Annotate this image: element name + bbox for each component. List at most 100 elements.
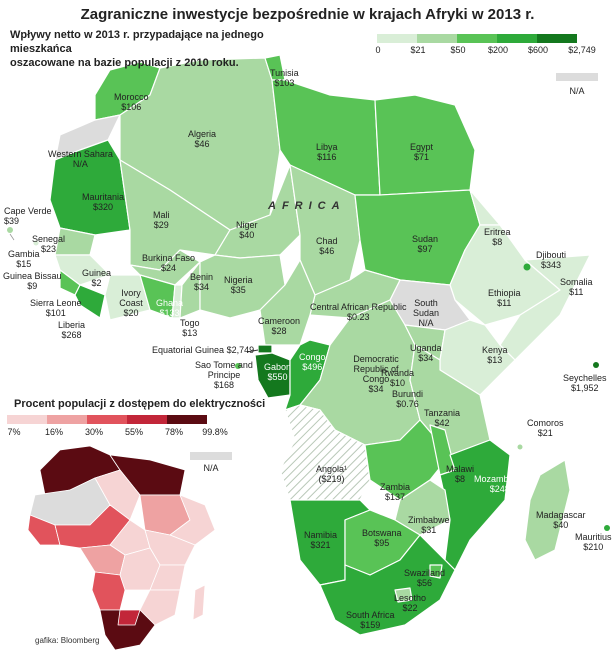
label-sudan: Sudan $97 — [412, 234, 439, 254]
label-ghana: Ghana $133 — [156, 298, 184, 318]
map-subtitle: Wpływy netto w 2013 r. przypadające na j… — [10, 28, 310, 70]
label-liberia: Liberia $268 — [58, 320, 86, 340]
label-guinea: Guinea $2 — [82, 268, 112, 288]
label-libya: Libya $116 — [316, 142, 338, 162]
label-tunisia: Tunisia $103 — [270, 68, 299, 88]
elec-sahel-mid — [94, 469, 141, 521]
elec-tick-1: 7% — [7, 427, 21, 437]
elec-na-label: N/A — [203, 463, 219, 473]
subtitle-line-1: Wpływy netto w 2013 r. przypadające na j… — [10, 29, 264, 55]
fdi-swatch-1 — [377, 34, 417, 43]
label-south-africa: South Africa $159 — [346, 610, 395, 630]
label-ivory-coast: Ivory Coast $20 — [119, 288, 143, 318]
label-guinea-bissau: Guinea Bissau $9 — [3, 271, 62, 291]
region-equatorial-guinea — [257, 344, 273, 354]
fdi-na-swatch — [556, 73, 598, 81]
fdi-legend-swatches — [377, 34, 577, 43]
elec-southern-mid — [117, 609, 141, 626]
fdi-tick-6: $2,749 — [568, 45, 596, 55]
label-drc: Democratic Republic of Congo $34 — [353, 354, 399, 394]
cape-verde-leader — [9, 233, 15, 241]
label-gambia: Gambia $15 — [8, 249, 40, 269]
label-equatorial-guinea: Equatorial Guinea $2,749 — [152, 345, 255, 355]
label-nigeria: Nigeria $35 — [224, 275, 253, 295]
fdi-na-label: N/A — [569, 86, 585, 96]
fdi-swatch-5 — [537, 34, 577, 43]
label-namibia: Namibia $321 — [304, 530, 338, 550]
region-south-africa — [319, 534, 456, 636]
label-djibouti: Djibouti $343 — [536, 250, 567, 270]
fdi-swatch-4 — [497, 34, 537, 43]
label-eritrea: Eritrea $8 — [484, 227, 511, 247]
label-algeria: Algeria $46 — [188, 129, 217, 149]
label-western-sahara: Western Sahara N/A — [48, 149, 113, 169]
label-tanzania: Tanzania $42 — [424, 408, 461, 428]
fdi-tick-4: $200 — [487, 45, 509, 55]
label-mozambique: Mozambique $248 — [474, 474, 526, 494]
label-seychelles: Seychelles $1,952 — [563, 373, 607, 393]
elec-swatch-5 — [167, 415, 207, 424]
region-algeria — [119, 57, 281, 231]
label-rwanda: Rwanda $10 — [381, 368, 415, 388]
region-cape-verde — [7, 227, 13, 233]
label-south-sudan: South Sudan N/A — [412, 298, 440, 328]
fdi-tick-3: $50 — [450, 45, 466, 55]
label-morocco: Morocco $106 — [114, 92, 149, 112]
region-swaziland — [429, 564, 443, 579]
elec-swatch-4 — [127, 415, 167, 424]
label-sao-tome: Sao Tome and Principe $168 — [195, 360, 253, 390]
elec-west-coast — [27, 514, 61, 546]
fdi-tick-1: 0 — [375, 45, 381, 55]
label-malawi: Malawi $8 — [446, 464, 475, 484]
elec-tick-3: 30% — [84, 427, 103, 437]
elec-swatch-2 — [47, 415, 87, 424]
label-comoros: Comoros $21 — [527, 418, 564, 438]
region-mauritius — [604, 525, 610, 531]
label-madagascar: Madagascar $40 — [536, 510, 586, 530]
electricity-legend-title: Procent populacji z dostępem do elektryc… — [14, 398, 266, 410]
elec-tick-5: 78% — [164, 427, 183, 437]
label-car: Central African Republic $0.23 — [310, 302, 407, 322]
fdi-swatch-2 — [417, 34, 457, 43]
map-title: Zagraniczne inwestycje bezpośrednie w kr… — [80, 6, 535, 23]
label-togo: Togo $13 — [180, 318, 200, 338]
label-mali: Mali $29 — [153, 210, 170, 230]
region-ethiopia — [449, 224, 561, 326]
source-credit: gafika: Bloomberg — [35, 636, 100, 645]
fdi-tick-2: $21 — [410, 45, 426, 55]
elec-angola — [91, 571, 126, 611]
label-uganda: Uganda $34 — [410, 343, 442, 363]
label-burkina-faso: Burkina Faso $24 — [142, 253, 196, 273]
label-mauritania: Mauritania $320 — [82, 192, 125, 212]
label-niger: Niger $40 — [236, 220, 258, 240]
elec-swatch-1 — [7, 415, 47, 424]
label-zimbabwe: Zimbabwe $31 — [408, 515, 450, 535]
region-seychelles — [593, 362, 599, 368]
label-senegal: Senegal $23 — [32, 234, 66, 254]
label-congo: Congo $496 — [299, 352, 326, 372]
region-lesotho — [394, 587, 413, 603]
region-madagascar — [524, 459, 571, 561]
label-kenya: Kenya $13 — [482, 345, 508, 365]
electricity-legend-swatches — [7, 415, 207, 424]
region-liberia — [74, 284, 106, 319]
elec-tick-4: 55% — [124, 427, 143, 437]
label-gabon: Gabon $550 — [264, 362, 292, 382]
label-angola: Angola¹ ($219) — [316, 464, 348, 484]
fdi-tick-5: $600 — [527, 45, 549, 55]
label-sierra-leone: Sierra Leone $101 — [30, 298, 82, 318]
label-ethiopia: Ethiopia $11 — [488, 288, 521, 308]
region-djibouti — [523, 263, 531, 271]
elec-tick-6: 99.8% — [202, 427, 228, 437]
elec-na-swatch — [190, 452, 232, 460]
label-botswana: Botswana $95 — [362, 528, 402, 548]
region-comoros — [517, 444, 523, 450]
label-zambia: Zambia $137 — [380, 482, 411, 502]
africa-label: AFRICA — [268, 200, 346, 212]
eq-guinea-leader — [246, 349, 259, 353]
label-burundi: Burundi $0.76 — [392, 389, 424, 409]
label-lesotho: Lesotho $22 — [394, 593, 427, 613]
region-guinea — [54, 254, 111, 286]
